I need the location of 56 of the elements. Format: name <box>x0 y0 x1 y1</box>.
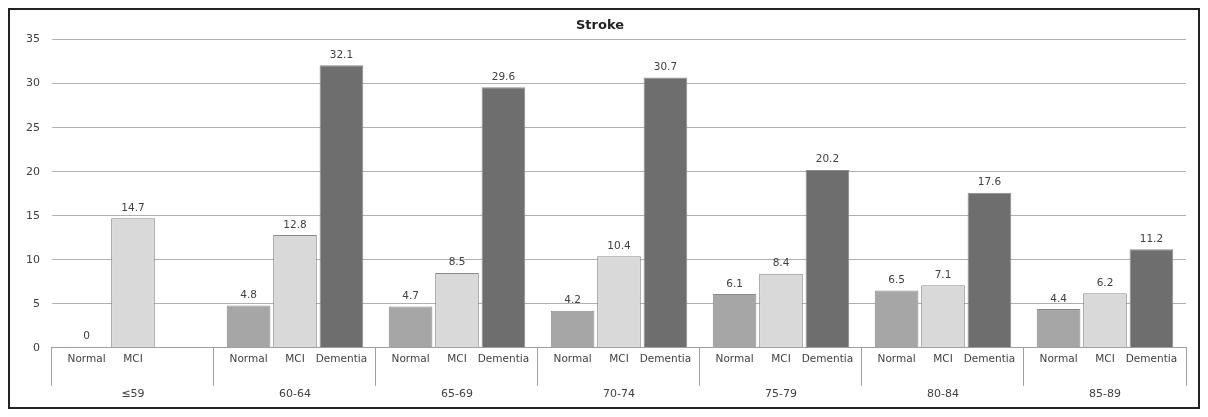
chart-title: Stroke <box>575 17 625 33</box>
text: MCI <box>933 351 953 364</box>
y-tick-label: 30 <box>26 76 40 90</box>
text: Dementia <box>477 351 530 364</box>
text: Dementia <box>639 351 692 364</box>
data-label: 20.2 <box>815 152 840 165</box>
text: Dementia <box>801 351 854 364</box>
text: Normal <box>391 351 430 364</box>
data-label: 14.7 <box>121 200 145 213</box>
x-tick-label: 65-69 <box>441 387 473 401</box>
x-tick-label: 60-64 <box>279 387 311 401</box>
data-label: 6.1 <box>726 276 743 289</box>
y-tick-label: 25 <box>26 120 40 134</box>
text: Normal <box>877 351 916 364</box>
x-tick-label: 85-89 <box>1089 387 1121 401</box>
data-label: 4.8 <box>240 288 257 301</box>
text: Normal <box>1039 351 1078 364</box>
text: Dementia <box>315 351 368 364</box>
y-tick-label: 10 <box>26 252 40 266</box>
data-label: 4.7 <box>402 288 419 301</box>
data-label: 0 <box>83 329 90 342</box>
data-label: 6.2 <box>1096 275 1114 288</box>
text: Normal <box>553 351 592 364</box>
x-tick-label: ≤59 <box>121 387 145 401</box>
data-label: 32.1 <box>329 47 354 60</box>
series-label: Dementia <box>1125 351 1178 364</box>
text: Normal <box>229 351 268 364</box>
data-label: 8.4 <box>772 256 790 269</box>
text: MCI <box>771 351 791 364</box>
series-label: MCI <box>123 351 143 364</box>
y-tick-label: 0 <box>33 340 40 354</box>
text: MCI <box>1095 351 1115 364</box>
text: MCI <box>609 351 629 364</box>
text: MCI <box>285 351 305 364</box>
data-label: 4.4 <box>1050 291 1068 304</box>
data-label: 8.5 <box>448 255 466 268</box>
y-tick-label: 35 <box>26 32 40 46</box>
x-tick-label: 75-79 <box>765 387 797 401</box>
data-label: 10.4 <box>607 238 631 251</box>
y-tick-label: 5 <box>33 296 40 310</box>
data-label: 12.8 <box>283 217 307 230</box>
data-label: 17.6 <box>977 175 1002 188</box>
data-label: 4.2 <box>564 293 581 306</box>
text: Normal <box>715 351 754 364</box>
data-label: 11.2 <box>1139 231 1164 244</box>
data-label: 6.5 <box>888 273 905 286</box>
text: Dementia <box>963 351 1016 364</box>
series-label: Normal <box>67 351 106 364</box>
data-label: 29.6 <box>491 69 516 82</box>
data-label: 30.7 <box>653 59 678 72</box>
x-tick-label: 80-84 <box>927 387 959 401</box>
data-label: 7.1 <box>934 267 952 280</box>
x-tick-label: 70-74 <box>603 387 635 401</box>
y-tick-label: 20 <box>26 164 40 178</box>
text: MCI <box>447 351 467 364</box>
y-tick-label: 15 <box>26 208 40 222</box>
